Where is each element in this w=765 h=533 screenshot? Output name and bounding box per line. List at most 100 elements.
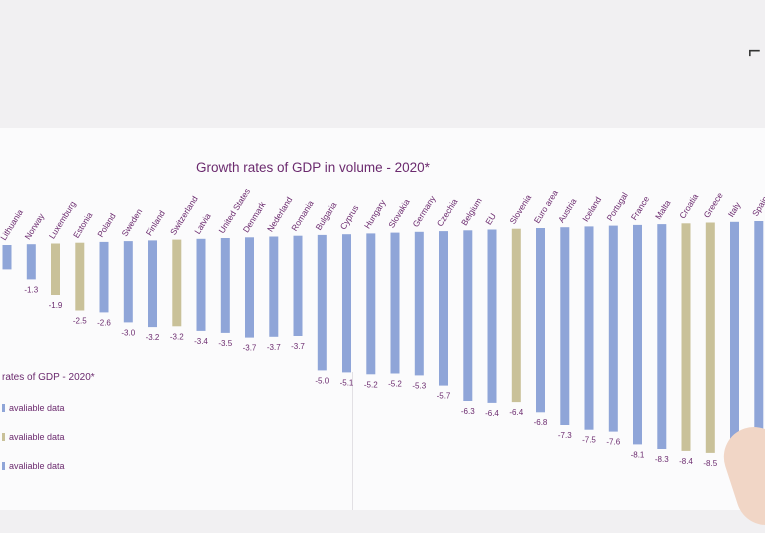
value-label-france: -8.1 <box>631 450 645 459</box>
bar-slovakia <box>390 232 400 374</box>
bar-malta <box>657 224 667 449</box>
category-label-germany: Germany <box>411 193 438 229</box>
category-label-slovakia: Slovakia <box>386 197 412 230</box>
category-label-norway: Norway <box>23 211 47 241</box>
bar-eu <box>487 229 497 403</box>
legend-item-2: avaliable data <box>2 432 65 442</box>
value-label-germany: -5.3 <box>412 382 426 391</box>
value-label-united-states: -3.5 <box>218 339 232 348</box>
value-label-eu: -6.4 <box>485 409 499 418</box>
category-label-croatia: Croatia <box>677 192 700 221</box>
bar-slovenia <box>511 228 521 403</box>
bar-poland <box>99 241 109 313</box>
paper-clip-icon: ⌐ <box>748 38 761 63</box>
category-label-france: France <box>629 194 652 222</box>
value-label-nederland: -3.7 <box>267 343 281 352</box>
bar-hungary <box>366 233 376 375</box>
value-label-denmark: -3.7 <box>243 344 257 353</box>
bar-spain <box>754 221 764 510</box>
value-label-hungary: -5.2 <box>364 380 378 389</box>
category-label-poland: Poland <box>95 211 118 239</box>
bar-lithuania <box>2 245 12 270</box>
bar-austria <box>560 227 570 425</box>
bar-united-states <box>220 238 230 333</box>
category-label-iceland: Iceland <box>580 195 603 224</box>
category-label-latvia: Latvia <box>192 211 213 236</box>
bar-nederland <box>269 236 279 337</box>
category-label-lithuania: Lithuania <box>0 207 25 242</box>
value-label-iceland: -7.5 <box>582 436 596 445</box>
bar-portugal <box>608 225 618 432</box>
value-label-latvia: -3.4 <box>194 337 208 346</box>
bar-france <box>633 224 642 445</box>
bar-luxemburg <box>51 243 60 295</box>
value-label-poland: -2.6 <box>97 318 111 327</box>
value-label-bulgaria: -5.0 <box>315 376 329 385</box>
legend-swatch-2 <box>2 433 5 441</box>
category-label-estonia: Estonia <box>71 210 95 240</box>
category-label-cyprus: Cyprus <box>338 203 361 231</box>
value-label-croatia: -8.4 <box>679 457 693 466</box>
bar-sweden <box>123 241 133 323</box>
category-label-sweden: Sweden <box>120 207 145 239</box>
value-label-euro-area: -6.8 <box>534 418 548 427</box>
value-label-greece: -8.5 <box>703 459 717 468</box>
bar-cyprus <box>342 234 351 373</box>
bar-norway <box>26 244 36 280</box>
bar-italy <box>730 221 739 463</box>
legend-label-3: avaliable data <box>9 461 65 471</box>
value-label-cyprus: -5.1 <box>340 378 354 387</box>
value-label-czechia: -5.7 <box>437 392 451 401</box>
category-label-czechia: Czechia <box>435 197 460 229</box>
sheet-divider <box>352 372 353 510</box>
legend-swatch-3 <box>2 462 5 470</box>
legend-title: rates of GDP - 2020* <box>2 372 95 383</box>
value-label-slovenia: -6.4 <box>509 408 523 417</box>
value-label-sweden: -3.0 <box>121 328 135 337</box>
value-label-belgium: -6.3 <box>461 407 475 416</box>
value-label-switzerland: -3.2 <box>170 332 184 341</box>
bar-bulgaria <box>317 234 327 371</box>
value-label-norway: -1.3 <box>24 286 38 295</box>
bar-czechia <box>439 231 448 386</box>
value-label-romania: -3.7 <box>291 342 305 351</box>
legend-swatch-1 <box>2 404 5 412</box>
value-label-austria: -7.3 <box>558 431 572 440</box>
category-label-bulgaria: Bulgaria <box>314 200 339 232</box>
value-label-estonia: -2.5 <box>73 316 87 325</box>
bar-greece <box>705 222 715 453</box>
category-label-portugal: Portugal <box>605 190 630 222</box>
value-label-malta: -8.3 <box>655 455 669 464</box>
bar-denmark <box>245 237 254 338</box>
bar-germany <box>414 231 424 376</box>
bar-chart: Lithuania-1.3Norway-1.9Luxemburg-2.5Esto… <box>0 186 765 510</box>
category-label-austria: Austria <box>556 196 579 224</box>
legend-item-3: avaliable data <box>2 461 65 471</box>
bar-estonia <box>75 242 85 311</box>
chart-title: Growth rates of GDP in volume - 2020* <box>196 160 430 175</box>
bar-belgium <box>463 230 473 401</box>
value-label-luxemburg: -1.9 <box>49 301 63 310</box>
category-label-denmark: Denmark <box>241 199 268 234</box>
legend-label-1: avaliable data <box>9 403 65 413</box>
category-label-greece: Greece <box>702 190 725 219</box>
category-label-malta: Malta <box>653 198 673 221</box>
value-label-portugal: -7.6 <box>606 438 620 447</box>
category-label-hungary: Hungary <box>362 197 388 230</box>
category-label-italy: Italy <box>726 200 743 219</box>
category-label-spain: Spain <box>750 194 765 218</box>
category-label-belgium: Belgium <box>459 196 484 227</box>
bar-romania <box>293 235 303 336</box>
category-label-romania: Romania <box>289 198 316 232</box>
legend-item-1: avaliable data <box>2 403 65 413</box>
category-label-eu: EU <box>483 211 498 226</box>
bar-finland <box>148 240 157 328</box>
value-label-finland: -3.2 <box>146 333 160 342</box>
bar-croatia <box>681 223 691 451</box>
bar-switzerland <box>172 239 182 327</box>
category-label-slovenia: Slovenia <box>508 193 534 226</box>
value-label-slovakia: -5.2 <box>388 380 402 389</box>
bar-latvia <box>196 238 206 331</box>
bar-iceland <box>584 226 594 430</box>
legend-label-2: avaliable data <box>9 432 65 442</box>
